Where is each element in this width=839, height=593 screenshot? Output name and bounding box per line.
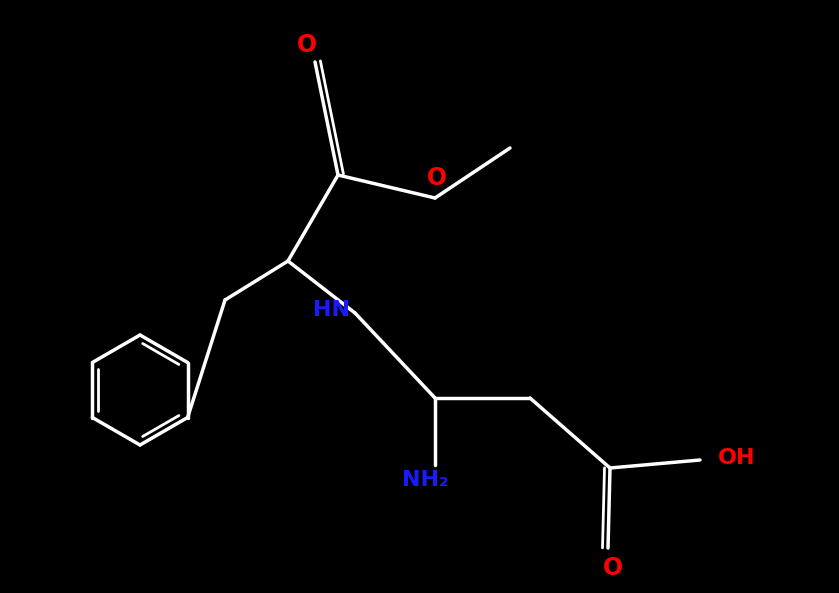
Text: OH: OH (718, 448, 755, 468)
Text: O: O (603, 556, 623, 580)
Text: O: O (297, 33, 317, 57)
Text: NH₂: NH₂ (402, 470, 448, 490)
Text: O: O (427, 166, 447, 190)
Text: HN: HN (313, 300, 350, 320)
